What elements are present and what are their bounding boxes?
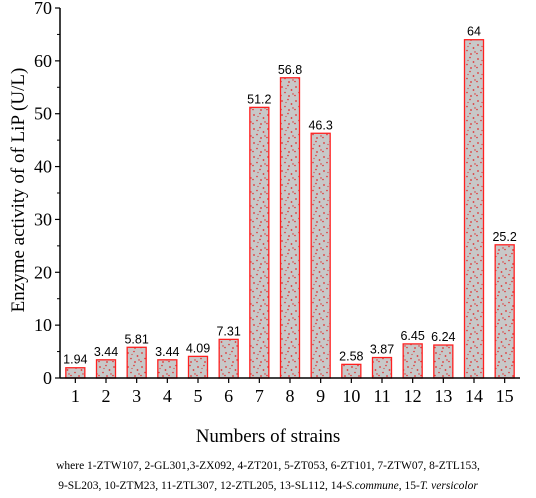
species-15-name: T. versicolor (419, 480, 478, 492)
bar-strain-10 (341, 363, 362, 379)
y-tick-label: 70 (34, 0, 52, 18)
bar-strain-2 (95, 359, 117, 379)
bar-chart: 1.94 3.44 5.81 3.44 4.09 7.31 51.2 56.8 46.3 2.58… (8, 0, 520, 406)
bar-strain-8 (279, 77, 301, 379)
x-tick-label: 9 (316, 386, 325, 406)
data-label-strain-5: 4.09 (186, 341, 210, 355)
x-tick-label: 10 (342, 386, 360, 406)
y-tick-label: 20 (34, 262, 52, 282)
data-label-strain-7: 51.2 (247, 92, 271, 106)
data-labels-layer: 1.94 3.44 5.81 3.44 4.09 7.31 51.2 56.8 46.3 2.58… (63, 25, 517, 367)
data-label-strain-4: 3.44 (155, 345, 179, 359)
x-tick-label: 4 (163, 386, 172, 406)
footnote-line-2-prefix: 9-SL203, 10-ZTM23, 11-ZTL307, 12-ZTL205,… (58, 480, 347, 492)
bar-strain-5 (187, 355, 209, 379)
bar-strain-15 (494, 244, 515, 379)
y-tick-label: 60 (34, 51, 52, 71)
x-tick-label: 3 (132, 386, 141, 406)
data-label-strain-1: 1.94 (63, 353, 87, 367)
x-tick-label: 1 (71, 386, 80, 406)
x-tick-label: 6 (224, 386, 233, 406)
footnote-line-2: 9-SL203, 10-ZTM23, 11-ZTL307, 12-ZTL205,… (0, 476, 536, 496)
y-axis-label: Enzyme activity of of LiP (U/L) (8, 68, 29, 313)
y-tick-label: 0 (43, 368, 52, 388)
data-label-strain-10: 2.58 (339, 349, 363, 363)
bar-strain-1 (65, 367, 86, 379)
x-tick-label: 14 (465, 386, 483, 406)
bar-strain-9 (310, 132, 331, 379)
data-label-strain-9: 46.3 (308, 118, 332, 132)
x-tick-label: 11 (373, 386, 390, 406)
bar-strain-3 (126, 346, 147, 379)
data-label-strain-14: 64 (467, 25, 481, 39)
bars-layer (65, 39, 515, 379)
bar-strain-11 (371, 356, 393, 379)
footnote-line-1: where 1-ZTW107, 2-GL301,3-ZX092, 4-ZT201… (56, 460, 480, 472)
data-label-strain-2: 3.44 (94, 345, 118, 359)
data-label-strain-6: 7.31 (216, 324, 240, 338)
data-label-strain-11: 3.87 (370, 343, 394, 357)
data-label-strain-15: 25.2 (492, 230, 516, 244)
bar-strain-7 (249, 106, 270, 379)
strain-legend-footnote: where 1-ZTW107, 2-GL301,3-ZX092, 4-ZT201… (0, 456, 536, 496)
y-tick-label: 40 (34, 157, 52, 177)
y-tick-label: 10 (34, 315, 52, 335)
y-tick-label: 30 (34, 209, 52, 229)
x-tick-label: 8 (286, 386, 295, 406)
bar-strain-12 (402, 343, 423, 379)
bar-strain-6 (218, 338, 239, 379)
chart-svg: 1.94 3.44 5.81 3.44 4.09 7.31 51.2 56.8 46.3 2.58… (8, 0, 520, 406)
x-tick-label: 12 (404, 386, 422, 406)
x-axis-label: Numbers of strains (195, 426, 341, 447)
data-label-strain-3: 5.81 (124, 332, 148, 346)
x-tick-label: 7 (255, 386, 264, 406)
x-tick-label: 15 (496, 386, 514, 406)
bar-strain-4 (157, 359, 178, 379)
bar-strain-13 (433, 344, 454, 379)
data-label-strain-13: 6.24 (431, 330, 455, 344)
data-label-strain-12: 6.45 (400, 329, 424, 343)
footnote-line-2-mid: , 15- (398, 480, 420, 492)
data-label-strain-8: 56.8 (278, 63, 302, 77)
x-tick-label: 2 (102, 386, 111, 406)
y-tick-label: 50 (34, 104, 52, 124)
species-14-name: S.commune (346, 480, 399, 492)
x-tick-label: 5 (194, 386, 203, 406)
x-tick-label: 13 (434, 386, 452, 406)
bar-strain-14 (463, 39, 485, 379)
